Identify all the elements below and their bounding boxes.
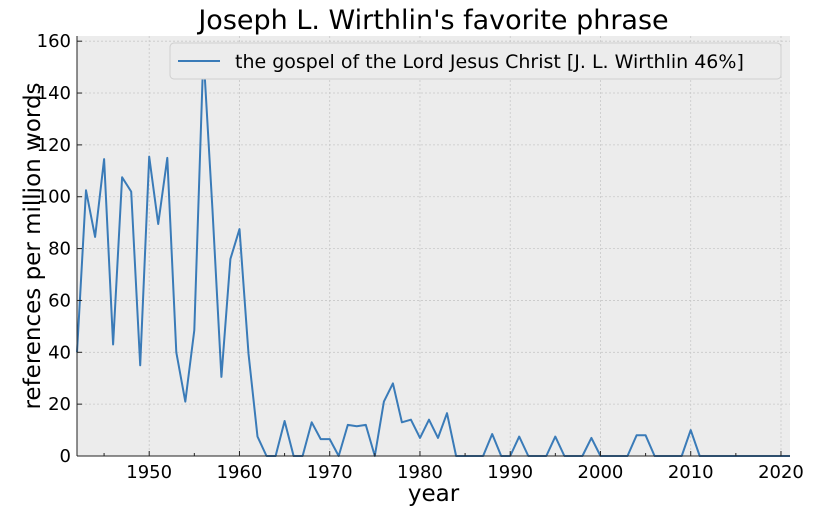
y-tick-label: 60 <box>48 290 71 311</box>
y-tick-label: 120 <box>37 135 71 156</box>
axes <box>76 36 790 457</box>
y-tick-label: 40 <box>48 342 71 363</box>
chart-title: Joseph L. Wirthlin's favorite phrase <box>196 5 668 36</box>
x-tick-label: 1960 <box>217 462 263 483</box>
x-tick-label: 1970 <box>307 462 353 483</box>
x-tick-label: 1950 <box>126 462 172 483</box>
plot-area <box>77 36 790 456</box>
y-axis-ticks: 0 20 40 60 80 100 120 140 160 <box>37 31 82 467</box>
x-tick-label: 2020 <box>758 462 804 483</box>
x-axis-label: year <box>408 481 460 507</box>
legend-box <box>169 42 782 80</box>
legend: the gospel of the Lord Jesus Christ [J. … <box>169 42 782 80</box>
y-axis-label: references per million words <box>20 82 46 409</box>
x-tick-label: 2010 <box>668 462 714 483</box>
legend-label: the gospel of the Lord Jesus Christ [J. … <box>235 51 744 73</box>
x-tick-label: 1980 <box>397 462 443 483</box>
y-tick-label: 80 <box>48 239 71 260</box>
x-tick-label: 2000 <box>578 462 624 483</box>
x-axis-ticks: 1950 1960 1970 1980 1990 2000 2010 2020 <box>103 451 804 483</box>
y-tick-label: 20 <box>48 394 71 415</box>
x-tick-label: 1990 <box>487 462 533 483</box>
y-tick-label: 0 <box>60 446 71 467</box>
y-tick-label: 140 <box>37 83 71 104</box>
y-tick-label: 100 <box>37 187 71 208</box>
y-tick-label: 160 <box>37 31 71 52</box>
